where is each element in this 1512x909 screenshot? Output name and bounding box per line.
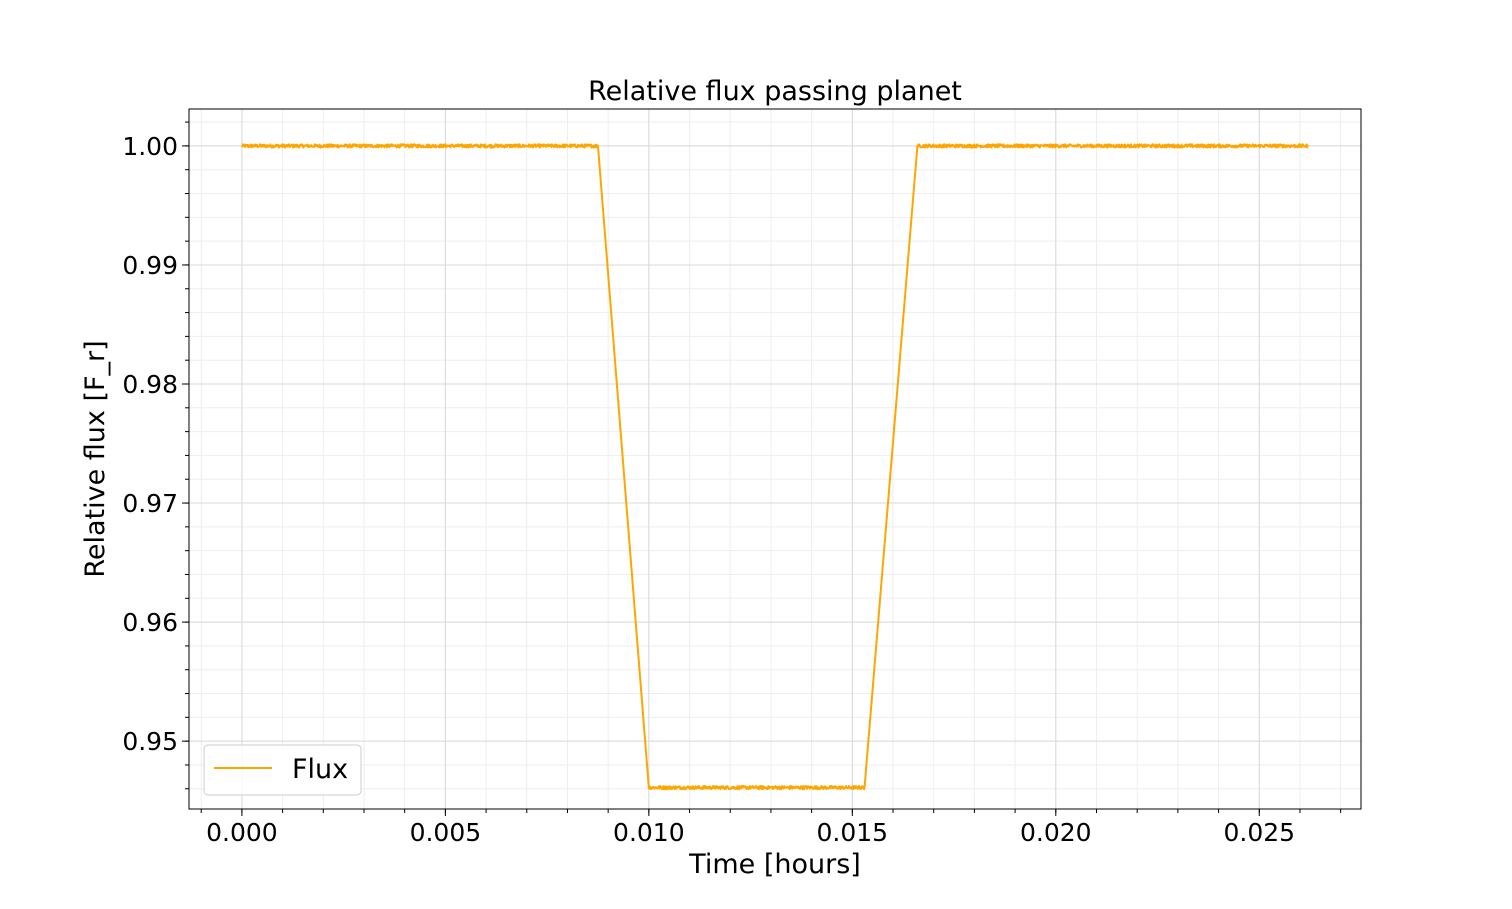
x-tick-label: 0.000	[206, 818, 278, 847]
major-grid	[189, 109, 1361, 809]
series-line-flux	[240, 143, 1309, 791]
x-axis-label: Time [hours]	[688, 849, 861, 880]
x-tick-label: 0.015	[817, 818, 889, 847]
x-tick-label: 0.005	[410, 818, 482, 847]
y-tick-label: 0.95	[122, 727, 178, 756]
x-tick-label: 0.020	[1020, 818, 1092, 847]
y-tick-label: 1.00	[122, 132, 178, 161]
minor-grid	[189, 109, 1361, 809]
axis-tick-labels: 0.000 0.005 0.010 0.015 0.020 0.025 0.95 0.96 0.…	[122, 132, 1295, 847]
y-tick-label: 0.99	[122, 251, 178, 280]
legend-box	[203, 744, 362, 796]
y-axis-label: Relative flux [F_r]	[80, 340, 111, 577]
plot-frame	[188, 108, 1362, 810]
y-tick-label: 0.96	[122, 608, 178, 637]
x-tick-label: 0.025	[1223, 818, 1295, 847]
y-tick-label: 0.98	[122, 370, 178, 399]
x-tick-label: 0.010	[613, 818, 685, 847]
legend: Flux	[203, 744, 362, 796]
series-layer	[240, 143, 1309, 791]
legend-label-flux: Flux	[292, 754, 348, 785]
y-tick-label: 0.97	[122, 489, 178, 518]
chart-title: Relative flux passing planet	[588, 76, 962, 107]
axis-ticks	[182, 121, 1342, 816]
